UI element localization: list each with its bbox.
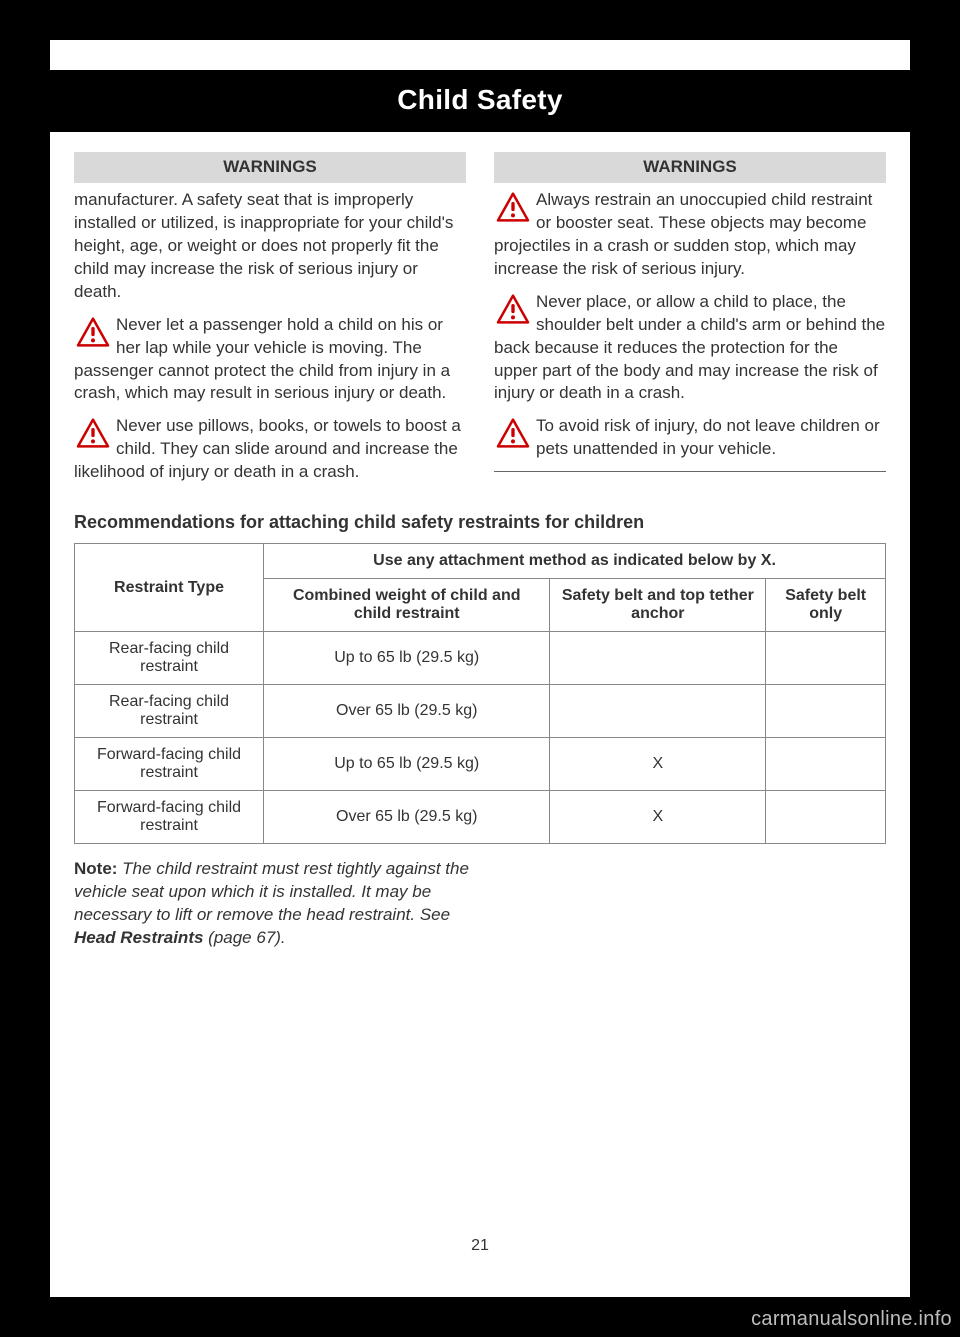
- warning-triangle-icon: [76, 317, 110, 347]
- cell: Forward-facing child restraint: [75, 738, 264, 791]
- warning-item: Always restrain an unoccupied child rest…: [494, 189, 886, 281]
- warning-item: Never use pillows, books, or towels to b…: [74, 415, 466, 484]
- warnings-columns: WARNINGS manufacturer. A safety seat tha…: [74, 152, 886, 494]
- note-label: Note:: [74, 859, 117, 878]
- page-number: 21: [50, 1237, 910, 1255]
- note-body-tail: (page 67).: [203, 928, 285, 947]
- warnings-right-column: WARNINGS Always restrain an unoccupied c…: [494, 152, 886, 494]
- warning-item: Never let a passenger hold a child on hi…: [74, 314, 466, 406]
- warning-text: Never place, or allow a child to place, …: [494, 292, 885, 403]
- col-restraint-type: Restraint Type: [75, 544, 264, 632]
- warning-triangle-icon: [496, 294, 530, 324]
- cell: [766, 791, 886, 844]
- cell: Rear-facing child restraint: [75, 685, 264, 738]
- cell: Over 65 lb (29.5 kg): [264, 685, 550, 738]
- cell: Up to 65 lb (29.5 kg): [264, 738, 550, 791]
- note-body: The child restraint must rest tightly ag…: [74, 859, 469, 924]
- cell: [766, 738, 886, 791]
- warnings-left-column: WARNINGS manufacturer. A safety seat tha…: [74, 152, 466, 494]
- cell: X: [550, 738, 766, 791]
- warning-triangle-icon: [76, 418, 110, 448]
- col-combined-weight: Combined weight of child and child restr…: [264, 579, 550, 632]
- section-divider: [494, 471, 886, 472]
- table-row: Forward-facing child restraint Over 65 l…: [75, 791, 886, 844]
- page: Child Safety WARNINGS manufacturer. A sa…: [50, 40, 910, 1297]
- col-span-header: Use any attachment method as indicated b…: [264, 544, 886, 579]
- table-row: Rear-facing child restraint Up to 65 lb …: [75, 632, 886, 685]
- cell: [766, 632, 886, 685]
- cell: Forward-facing child restraint: [75, 791, 264, 844]
- warning-item: Never place, or allow a child to place, …: [494, 291, 886, 406]
- table-row: Restraint Type Use any attachment method…: [75, 544, 886, 579]
- warnings-heading-left: WARNINGS: [74, 152, 466, 183]
- cell: Up to 65 lb (29.5 kg): [264, 632, 550, 685]
- warning-item: To avoid risk of injury, do not leave ch…: [494, 415, 886, 461]
- recommendations-table: Restraint Type Use any attachment method…: [74, 543, 886, 844]
- warning-triangle-icon: [496, 418, 530, 448]
- note-paragraph: Note: The child restraint must rest tigh…: [74, 858, 474, 950]
- warning-text: Never use pillows, books, or towels to b…: [74, 416, 461, 481]
- col-belt-only: Safety belt only: [766, 579, 886, 632]
- warning-text: manufacturer. A safety seat that is impr…: [74, 189, 466, 304]
- content-area: WARNINGS manufacturer. A safety seat tha…: [50, 132, 910, 950]
- cell: X: [550, 791, 766, 844]
- cell: [550, 632, 766, 685]
- warning-triangle-icon: [496, 192, 530, 222]
- note-ref: Head Restraints: [74, 928, 203, 947]
- table-row: Rear-facing child restraint Over 65 lb (…: [75, 685, 886, 738]
- cell: [550, 685, 766, 738]
- cell: Over 65 lb (29.5 kg): [264, 791, 550, 844]
- page-title: Child Safety: [50, 70, 910, 132]
- warnings-heading-right: WARNINGS: [494, 152, 886, 183]
- table-row: Forward-facing child restraint Up to 65 …: [75, 738, 886, 791]
- warning-text: To avoid risk of injury, do not leave ch…: [536, 416, 880, 458]
- col-belt-tether: Safety belt and top tether anchor: [550, 579, 766, 632]
- watermark: carmanualsonline.info: [751, 1308, 952, 1331]
- cell: Rear-facing child restraint: [75, 632, 264, 685]
- warning-text: Always restrain an unoccupied child rest…: [494, 190, 872, 278]
- cell: [766, 685, 886, 738]
- warning-text: Never let a passenger hold a child on hi…: [74, 315, 450, 403]
- table-heading: Recommendations for attaching child safe…: [74, 512, 886, 533]
